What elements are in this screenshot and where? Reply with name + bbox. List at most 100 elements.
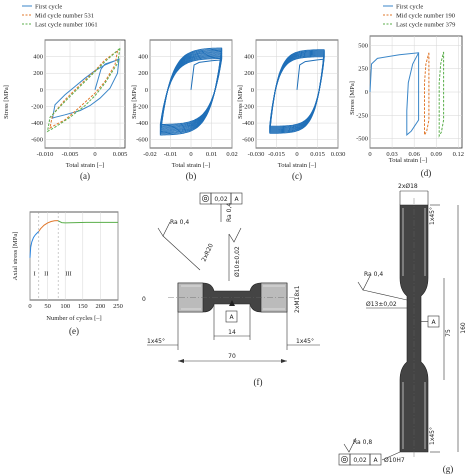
x-tick-b: -0.01 bbox=[164, 151, 178, 158]
panel-d: Stress [MPa] Total strain [–] (d) First … bbox=[349, 4, 464, 179]
caption-g: (g) bbox=[443, 464, 454, 474]
series-d-1 bbox=[424, 52, 430, 137]
y-label-d: Stress [MPa] bbox=[349, 81, 356, 115]
y-tick-d: 0 bbox=[365, 89, 368, 96]
legend-d-first: First cycle bbox=[396, 4, 423, 11]
datum-box-f bbox=[225, 310, 238, 323]
initial-c bbox=[296, 58, 325, 90]
x-tick-a: 0 bbox=[93, 151, 96, 158]
caption-b: (b) bbox=[186, 171, 197, 181]
x-tick-e: 200 bbox=[96, 303, 106, 310]
y-tick-c: -600 bbox=[242, 137, 254, 144]
x-tick-d: 0.06 bbox=[408, 151, 420, 158]
y-tick-a: 400 bbox=[33, 54, 43, 61]
legend-a: First cycle Mid cycle number 531 Last cy… bbox=[22, 4, 98, 29]
y-tick-a: -600 bbox=[31, 137, 43, 144]
panel-c: Stress [MPa] Total strain [–] (c) -0.030… bbox=[237, 39, 346, 181]
loop-b-9 bbox=[159, 47, 223, 136]
x-tick-c: 0 bbox=[295, 151, 298, 158]
roughness-symbol-icon-g2 bbox=[343, 437, 357, 453]
y-tick-d: -500 bbox=[356, 136, 368, 143]
x-tick-d: 0.12 bbox=[453, 151, 464, 158]
x-tick-b: 0 bbox=[189, 151, 192, 158]
x-tick-d: 0.09 bbox=[431, 151, 442, 158]
tolerance-value-f: 0,02 bbox=[214, 196, 228, 203]
y-tick-a: 0 bbox=[40, 87, 43, 94]
y-tick-c: -400 bbox=[242, 120, 254, 127]
inner-length-g: 75 bbox=[445, 329, 452, 337]
tolerance-symbol-box-f bbox=[199, 192, 212, 205]
legend-a-mid: Mid cycle number 531 bbox=[35, 13, 94, 20]
y-tick-c: 200 bbox=[244, 70, 254, 77]
datum-label-g: A bbox=[431, 319, 436, 326]
chamfer-f-right: 1x45° bbox=[296, 338, 314, 345]
x-tick-c: 0.030 bbox=[331, 151, 346, 158]
y-tick-d: -250 bbox=[356, 112, 368, 119]
legend-d-last: Last cycle number 379 bbox=[396, 22, 455, 29]
roughness-symbol-icon-g bbox=[357, 275, 371, 291]
y-tick-a: 200 bbox=[33, 70, 43, 77]
caption-e: (e) bbox=[69, 326, 79, 336]
drawing-g: 2xØ18 1x45° 1x45° Ra 0,4 Ø13±0,02 A 75 1… bbox=[338, 183, 467, 474]
x-tick-a: -0.005 bbox=[62, 151, 79, 158]
x-tick-c: -0.030 bbox=[248, 151, 265, 158]
drawing-f: 0,02 A Ra 0,4 Ra 0,4 2xR20 Ø10±0,02 2xM1… bbox=[142, 192, 320, 387]
y-label-c: Stress [MPa] bbox=[237, 85, 244, 119]
series-a-2 bbox=[46, 47, 121, 133]
chamfer-g-bottom: 1x45° bbox=[429, 427, 436, 445]
x-tick-e: 250 bbox=[113, 303, 123, 310]
roughness-g-1: Ra 0,4 bbox=[364, 271, 383, 278]
series-d-0 bbox=[369, 52, 420, 136]
y-tick-b: 200 bbox=[138, 70, 148, 77]
runout-circle-icon-g bbox=[340, 455, 348, 463]
total-length-f: 70 bbox=[228, 353, 236, 360]
zero-mark-f: 0 bbox=[142, 296, 146, 303]
series-a-1 bbox=[49, 50, 118, 130]
y-tick-c: -200 bbox=[242, 103, 254, 110]
y-tick-b: -400 bbox=[136, 120, 148, 127]
panel-a: Stress [MPa] Total strain [–] (a) First … bbox=[3, 4, 127, 182]
runout-circle-icon bbox=[202, 195, 210, 203]
series-a-0 bbox=[51, 58, 120, 119]
series-d-2 bbox=[438, 51, 445, 138]
initial-b bbox=[190, 59, 222, 90]
x-label-e: Number of cycles [–] bbox=[46, 315, 101, 322]
y-tick-d: 500 bbox=[358, 42, 368, 49]
y-label-e: Axial stress [MPa] bbox=[12, 232, 19, 281]
tolerance-datum-box-g bbox=[369, 453, 382, 466]
x-tick-c: -0.015 bbox=[268, 151, 285, 158]
radius-label-f: 2xR20 bbox=[200, 242, 215, 262]
thread-label-f: 2xM18x1 bbox=[294, 285, 301, 313]
tolerance-datum-g: A bbox=[373, 457, 378, 464]
chamfer-g-top: 1x45° bbox=[429, 207, 436, 225]
y-tick-a: -200 bbox=[31, 103, 43, 110]
x-label-d: Total strain [–] bbox=[389, 157, 428, 164]
series-e-1 bbox=[38, 220, 59, 232]
x-tick-e: 100 bbox=[60, 303, 70, 310]
y-tick-b: -200 bbox=[136, 103, 148, 110]
series-e-0 bbox=[29, 231, 40, 258]
y-tick-b: 0 bbox=[145, 87, 148, 94]
region-label-e-1: II bbox=[44, 270, 48, 277]
panel-b: Stress [MPa] Total strain [–] (b) -0.02-… bbox=[131, 39, 238, 181]
y-tick-c: 0 bbox=[251, 87, 254, 94]
x-tick-d: 0 bbox=[368, 151, 371, 158]
roughness-symbol-icon bbox=[157, 221, 171, 237]
legend-a-last: Last cycle number 1061 bbox=[35, 22, 98, 29]
datum-label-f: A bbox=[229, 314, 234, 321]
x-label-c: Total strain [–] bbox=[278, 162, 317, 169]
x-tick-b: -0.02 bbox=[143, 151, 157, 158]
caption-d: (d) bbox=[421, 168, 432, 178]
caption-c: (c) bbox=[292, 171, 302, 181]
bore-label-g: Ø10H7 bbox=[384, 457, 405, 464]
x-tick-a: -0.010 bbox=[37, 151, 54, 158]
tolerance-symbol-box-g bbox=[338, 453, 351, 466]
legend-a-first: First cycle bbox=[35, 4, 62, 11]
y-tick-b: 400 bbox=[138, 54, 148, 61]
y-label-b: Stress [MPa] bbox=[131, 85, 138, 119]
roughness-f-1: Ra 0,4 bbox=[170, 219, 189, 226]
x-tick-b: 0.01 bbox=[206, 151, 217, 158]
tolerance-datum-box-f bbox=[230, 192, 243, 205]
chamfer-f-left: 1x45° bbox=[147, 338, 165, 345]
